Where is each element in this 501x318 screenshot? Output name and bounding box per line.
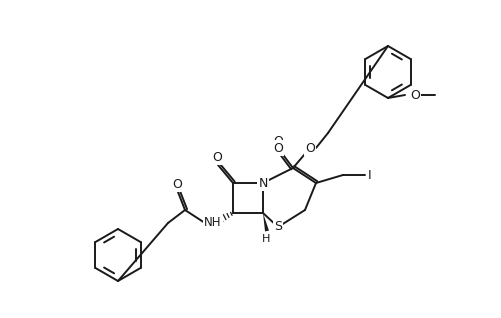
Text: H: H [262, 234, 270, 244]
Text: NH: NH [204, 217, 221, 230]
Text: O: O [409, 88, 419, 101]
Text: I: I [367, 169, 371, 182]
Text: I: I [367, 169, 371, 182]
Text: N: N [258, 176, 267, 190]
Polygon shape [263, 213, 269, 232]
Text: O: O [273, 135, 283, 148]
Text: O: O [409, 88, 419, 101]
Text: N: N [258, 176, 267, 190]
Text: O: O [212, 150, 221, 163]
Text: O: O [305, 142, 314, 155]
Text: O: O [305, 142, 314, 155]
Text: NH: NH [204, 217, 221, 230]
Text: O: O [172, 177, 181, 190]
Text: O: O [211, 150, 221, 163]
Text: S: S [274, 220, 282, 233]
Text: O: O [172, 177, 181, 190]
Text: O: O [273, 142, 283, 155]
Text: H: H [262, 234, 270, 244]
Text: S: S [274, 220, 282, 233]
